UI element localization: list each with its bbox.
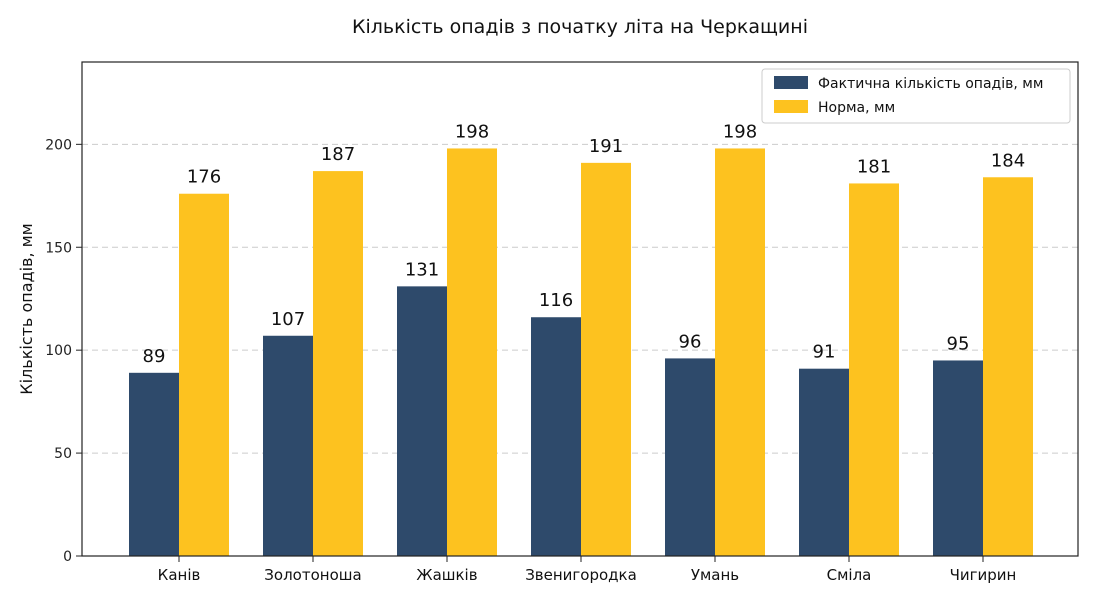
data-label-norm: 187 [321, 144, 355, 165]
x-tick-label: Жашків [416, 566, 477, 584]
data-label-norm: 176 [187, 167, 221, 188]
data-label-norm: 181 [857, 156, 891, 177]
data-labels-layer: 89 176 107 187 131 198 116 191 96 198 91 181 95 184 [143, 121, 1026, 366]
y-tick-label: 100 [45, 343, 72, 359]
legend-swatch-norm [774, 100, 808, 113]
bar-norm [581, 162, 631, 556]
bar-actual [933, 360, 983, 556]
bar-norm [983, 177, 1033, 556]
bar-norm [447, 148, 497, 556]
bar-actual [799, 368, 849, 556]
x-tick-label: Звенигородка [525, 566, 637, 584]
bar-actual [263, 335, 313, 556]
x-tick-label: Канів [158, 566, 201, 584]
legend-label-actual: Фактична кількість опадів, мм [818, 76, 1043, 92]
bar-norm [179, 193, 229, 556]
data-label-actual: 131 [405, 259, 439, 280]
bar-actual [665, 358, 715, 556]
data-label-actual: 95 [947, 333, 970, 354]
data-label-norm: 184 [991, 150, 1025, 171]
data-label-actual: 89 [143, 346, 166, 367]
axes-layer: 0 50 100 150 200 Канів Золотоноша Жашків Звениго… [45, 137, 1016, 584]
bar-norm [313, 171, 363, 556]
bar-actual [397, 286, 447, 556]
legend: Фактична кількість опадів, мм Норма, мм [761, 68, 1071, 124]
y-tick-label: 200 [45, 137, 72, 153]
data-label-actual: 107 [271, 309, 305, 330]
y-tick-label: 0 [63, 549, 72, 565]
data-label-actual: 91 [813, 342, 836, 363]
x-tick-label: Сміла [827, 566, 872, 584]
bar-norm [849, 183, 899, 557]
bar-norm [715, 148, 765, 556]
x-tick-label: Золотоноша [264, 566, 361, 584]
bars-layer [129, 148, 1033, 557]
data-label-norm: 191 [589, 136, 623, 157]
bar-actual [531, 317, 581, 556]
x-tick-label: Умань [691, 566, 739, 584]
legend-label-norm: Норма, мм [818, 100, 895, 116]
x-tick-label: Чигирин [950, 566, 1017, 584]
data-label-norm: 198 [455, 121, 489, 142]
y-axis-label: Кількість опадів, мм [17, 223, 36, 395]
grid-layer [82, 143, 1078, 454]
plot-frame [81, 61, 1079, 557]
bar-actual [129, 372, 179, 556]
y-tick-label: 50 [54, 446, 72, 462]
data-label-actual: 116 [539, 290, 573, 311]
legend-swatch-actual [774, 76, 808, 89]
chart-title: Кількість опадів з початку літа на Черка… [352, 16, 808, 38]
legend-frame [761, 68, 1071, 124]
data-label-norm: 198 [723, 121, 757, 142]
data-label-actual: 96 [679, 331, 702, 352]
y-tick-label: 150 [45, 240, 72, 256]
